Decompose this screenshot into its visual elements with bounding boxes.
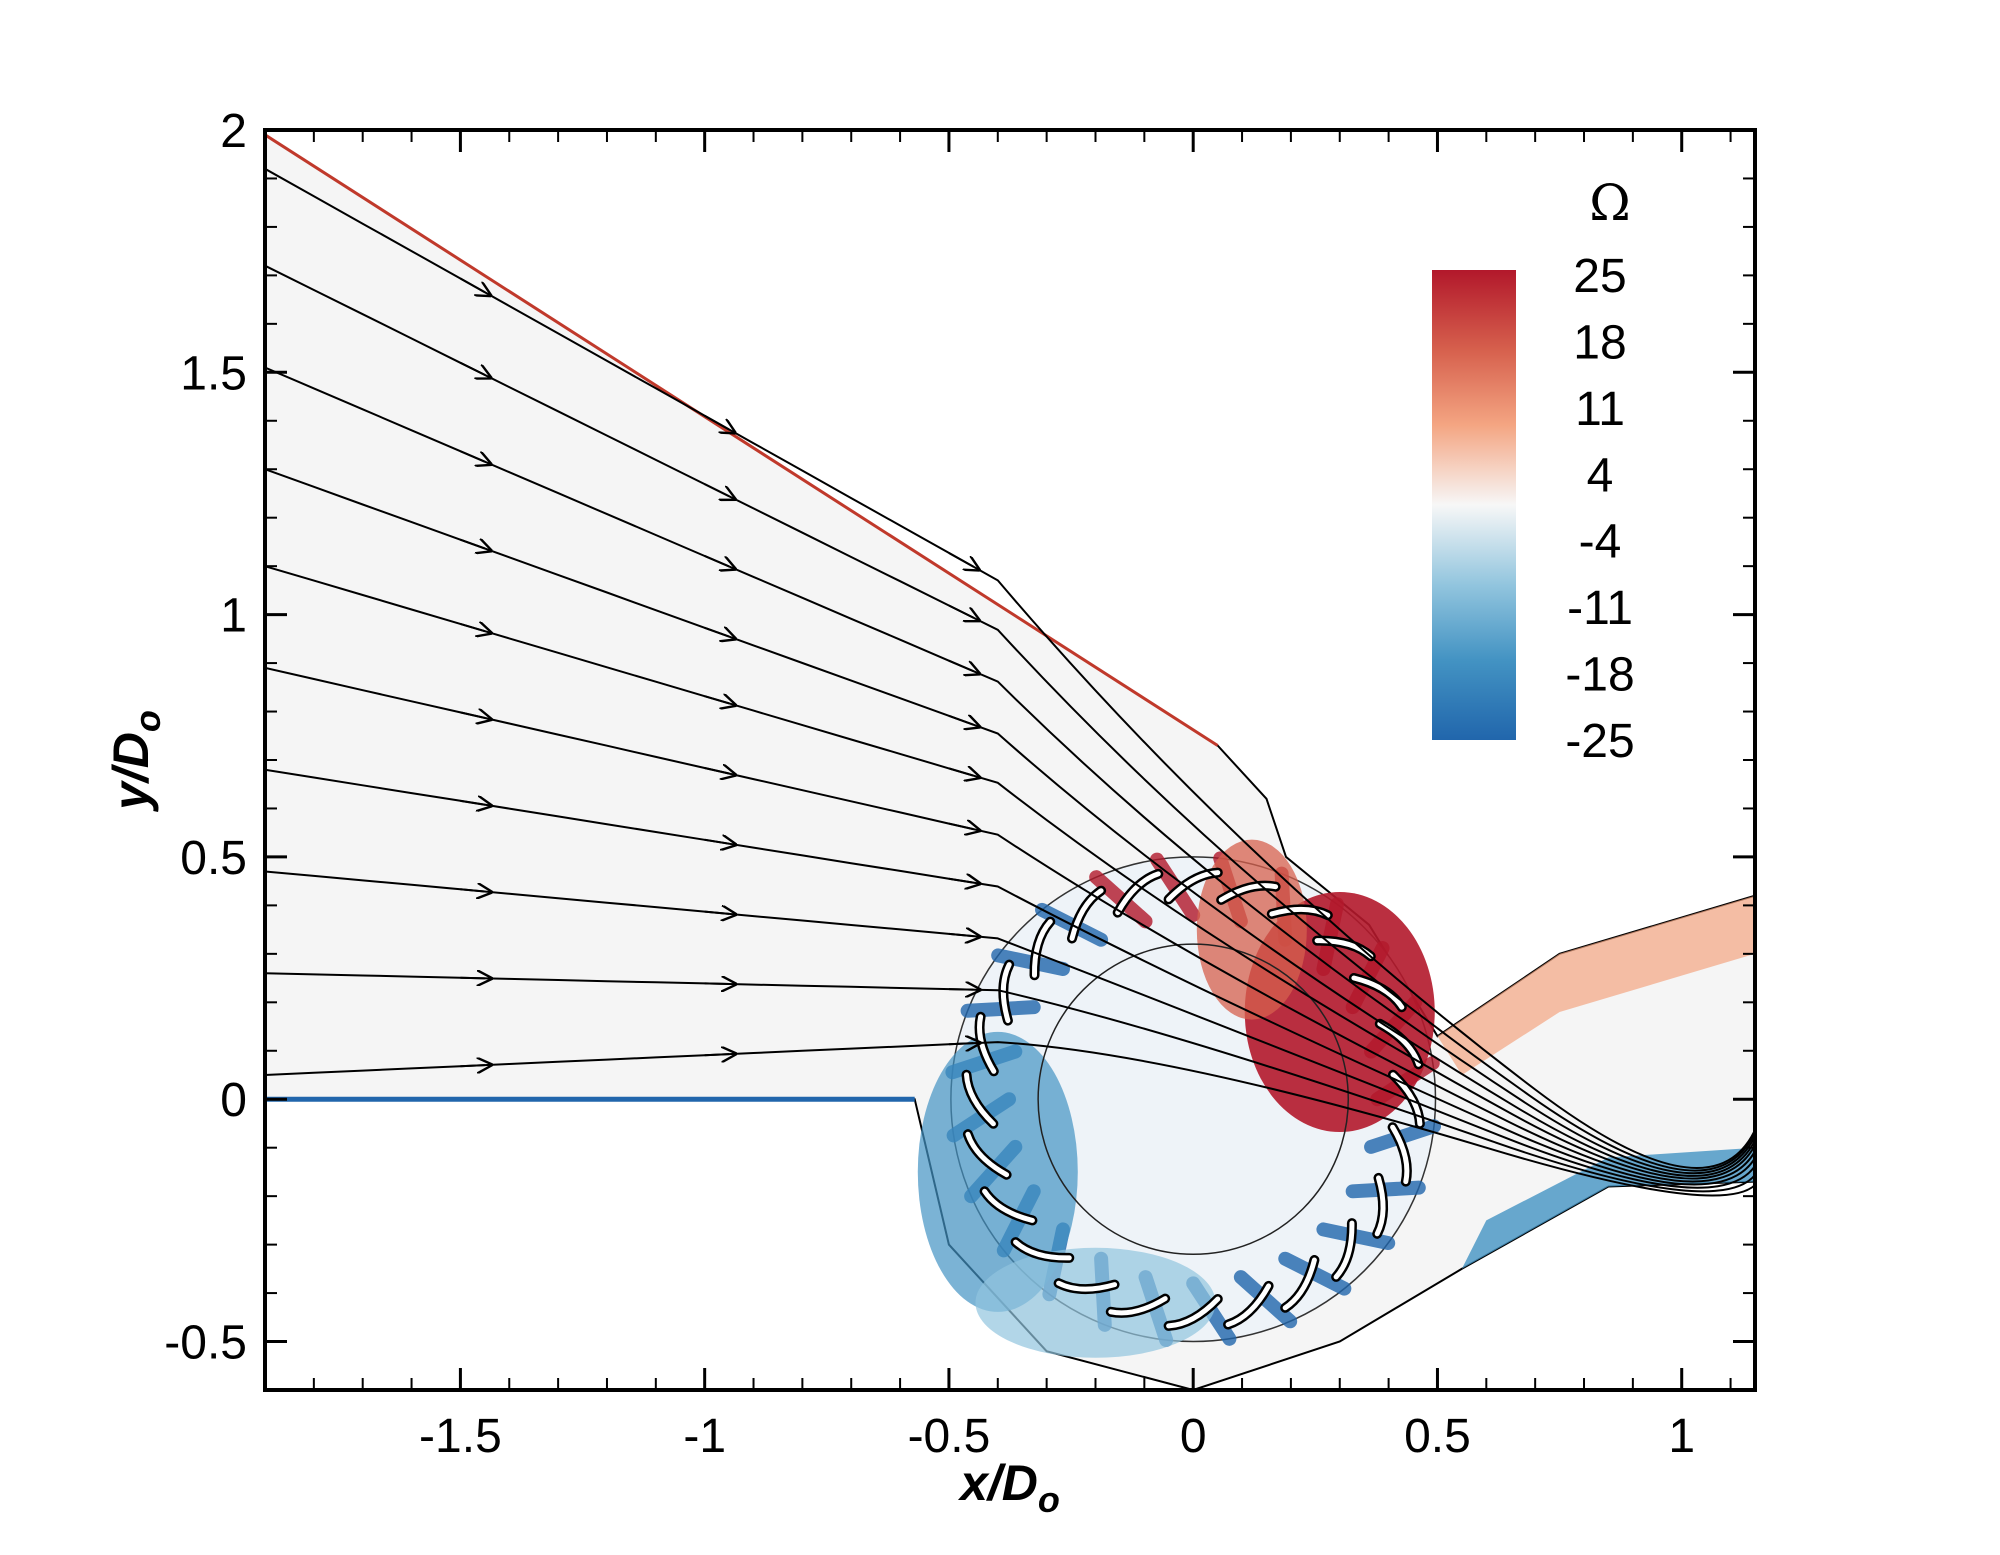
- rotor-blade-highlight: [1333, 1220, 1355, 1280]
- colorbar-level-label: -4: [1579, 516, 1622, 569]
- y-tick-label: 2: [220, 105, 247, 158]
- y-tick-label: 1: [220, 590, 247, 643]
- rotor-blade-highlight: [1056, 1280, 1118, 1292]
- streamline-arrow: [704, 768, 729, 774]
- x-tick-label: 1: [1668, 1410, 1695, 1463]
- streamline-arrow: [948, 768, 973, 775]
- streamline-arrow: [704, 696, 729, 703]
- streamline: [265, 870, 1755, 1189]
- streamline-arrow: [704, 555, 729, 566]
- streamline-arrow: [460, 624, 484, 631]
- streamline-arrow: [948, 989, 973, 990]
- streamline-arrow: [948, 659, 973, 671]
- streamlines: [265, 167, 1755, 1197]
- colorbar-level-label: -18: [1565, 649, 1634, 702]
- rotor-blade-highlight: [1000, 962, 1012, 1024]
- rotor-blade-highlight: [1351, 975, 1405, 1010]
- rotor-blade-highlight: [1282, 1257, 1317, 1311]
- streamline-arrow: [459, 277, 484, 293]
- rotor-blade-highlight: [1166, 1296, 1221, 1329]
- streamline-arrow: [704, 983, 729, 984]
- plot-area: [265, 133, 1755, 1390]
- streamline-arrow: [459, 361, 484, 375]
- rotor-blade-highlight: [1115, 871, 1161, 916]
- streamline: [265, 972, 1755, 1193]
- colorbar: [1432, 270, 1516, 740]
- rotor-blade-highlight: [982, 1188, 1035, 1223]
- red-vortex-arm: [1196, 839, 1307, 1020]
- streamline-arrow: [460, 450, 484, 461]
- streamline-arrow: [704, 1054, 729, 1055]
- rotor-blade-highlight: [1166, 870, 1221, 902]
- rotor-blade-highlight: [1225, 1283, 1272, 1327]
- rotor-blade-highlight: [1269, 906, 1331, 918]
- streamline-arrow: [948, 552, 973, 567]
- rotor-blade-highlight: [1390, 1072, 1423, 1127]
- x-tick-label: 0: [1180, 1410, 1207, 1463]
- streamline-arrow: [704, 912, 729, 914]
- x-axis-title: x/Do: [957, 1455, 1060, 1520]
- y-tick-label: 1.5: [180, 347, 247, 400]
- streamline: [265, 768, 1755, 1186]
- streamline: [265, 167, 1755, 1169]
- streamline: [265, 264, 1755, 1172]
- colorbar-level-label: 25: [1573, 250, 1626, 303]
- rotor-inner-circle: [1037, 943, 1350, 1256]
- colorbar-labels: 25 18 11 4 -4 -11 -18 -25: [1565, 250, 1634, 768]
- streamline: [265, 666, 1755, 1183]
- axis-ticks: [265, 128, 1755, 1390]
- streamline-arrow: [460, 978, 484, 979]
- x-tick-label: -1.5: [419, 1410, 502, 1463]
- upper-wall-shear-layer: [265, 133, 1219, 747]
- streamline-arrow: [704, 628, 729, 637]
- streamline-arrow: [948, 716, 973, 725]
- colorbar-level-label: -11: [1567, 582, 1633, 635]
- streamline: [265, 1041, 1755, 1197]
- legend-title: Ω: [1589, 174, 1630, 232]
- streamline-arrow: [948, 824, 973, 830]
- y-axis-title: y/Do: [103, 710, 168, 813]
- rotor-blade-highlight: [965, 1131, 1010, 1178]
- rotor-blade-highlight: [1108, 1296, 1168, 1316]
- rotor-blade-highlight: [1013, 1239, 1072, 1261]
- streamline-arrow: [948, 934, 973, 936]
- blue-vortex-bottom: [975, 1247, 1216, 1358]
- streamline-arrow: [948, 1043, 973, 1044]
- colorbar-level-label: 11: [1575, 383, 1625, 436]
- y-tick-label: -0.5: [164, 1317, 247, 1370]
- streamline: [265, 468, 1755, 1177]
- y-axis-tick-labels: -0.5 0 0.5 1 1.5 2: [164, 105, 247, 1370]
- colorbar-level-label: -25: [1565, 715, 1634, 768]
- streamline-arrow: [460, 540, 484, 549]
- x-tick-label: -1: [683, 1410, 726, 1463]
- x-tick-label: -0.5: [908, 1410, 991, 1463]
- rotor-blade-highlight: [1374, 1175, 1386, 1237]
- y-tick-label: 0: [220, 1074, 247, 1127]
- rotor-blade-highlight: [1218, 883, 1279, 903]
- rotor-blade-highlight: [1390, 1124, 1410, 1185]
- outlet-red-band: [1437, 895, 1755, 1075]
- x-tick-label: 0.5: [1404, 1410, 1471, 1463]
- y-tick-label: 0.5: [180, 832, 247, 885]
- streamline-arrow: [948, 879, 973, 883]
- streamline-arrow: [460, 1065, 484, 1066]
- x-axis-tick-labels: -1.5 -1 -0.5 0 0.5 1: [419, 1410, 1695, 1463]
- streamline-arrow: [704, 483, 729, 496]
- streamline-arrow: [460, 712, 484, 718]
- streamline: [265, 366, 1755, 1175]
- streamline: [265, 565, 1755, 1180]
- rotor-blade-highlight: [1069, 888, 1104, 941]
- colorbar-level-label: 18: [1573, 316, 1626, 369]
- streamline-arrow: [704, 414, 729, 430]
- streamline-arrow: [460, 889, 484, 891]
- colorbar-level-label: 4: [1587, 449, 1614, 502]
- streamline-arrow: [704, 840, 729, 844]
- streamline-arrow: [948, 604, 973, 617]
- rotor-blade-highlight: [1031, 919, 1053, 978]
- colorbar-legend: Ω 25 18 11 4 -4 -11 -18 -25: [1432, 174, 1635, 768]
- streamline-arrow: [460, 801, 484, 805]
- rotor-blade-highlight: [964, 1072, 996, 1127]
